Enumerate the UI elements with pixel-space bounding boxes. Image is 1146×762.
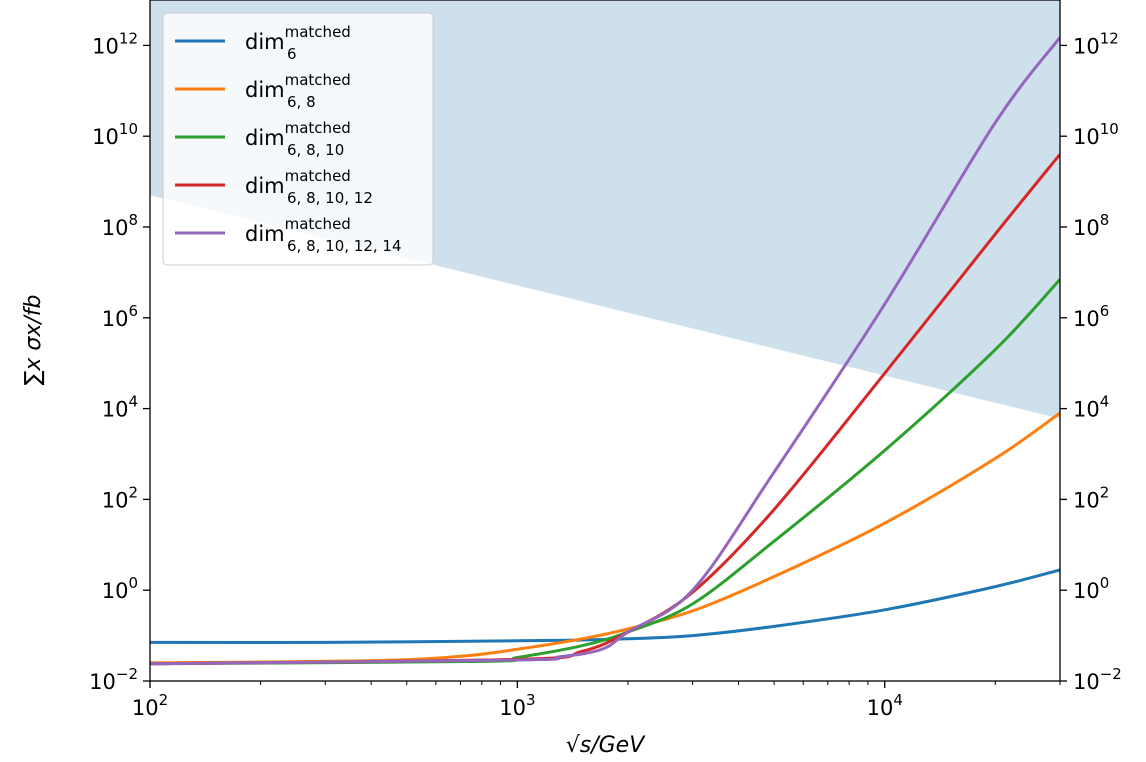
y-tick-label-right-3: 102 [1073,483,1109,512]
y-tick-label-left-1: 10−2 [89,665,138,694]
y-tick-label-left-6: 108 [102,211,138,240]
series-line-2 [150,411,1060,665]
legend-label-3: dimmatched 6, 8, 10 [245,119,351,159]
y-tick-label-left-2: 100 [102,574,138,603]
y-tick-label-left-8: 1012 [92,29,138,58]
y-tick-label-right-7: 1010 [1073,120,1119,149]
legend: dimmatched 6 dimmatched 6, 8 dimmatched 6, 8,… [162,12,434,266]
y-tick-label-left-4: 104 [102,393,138,422]
y-tick-label-right-5: 106 [1073,302,1109,331]
y-tick-label-right-6: 108 [1073,211,1109,240]
x-tick-label-3: 104 [867,691,903,720]
y-tick-label-right-8: 1012 [1073,29,1119,58]
y-tick-label-right-4: 104 [1073,393,1109,422]
y-axis-label: ∑x σx/fb [21,295,46,386]
legend-frame [162,12,434,266]
x-tick-label-1: 102 [132,691,168,720]
series-line-5 [150,36,1060,666]
legend-label-2: dimmatched 6, 8 [245,71,351,111]
legend-label-5: dimmatched 6, 8, 10, 12, 14 [245,215,402,255]
series-line-1 [150,568,1060,644]
legend-label-4: dimmatched 6, 8, 10, 12 [245,167,373,207]
y-tick-label-right-1: 10−2 [1073,665,1122,694]
y-tick-label-left-3: 102 [102,483,138,512]
y-tick-label-left-7: 1010 [92,120,138,149]
x-tick-label-2: 103 [499,691,535,720]
y-tick-label-left-5: 106 [102,302,138,331]
plot-frame [149,0,1061,682]
y-tick-label-right-2: 100 [1073,574,1109,603]
x-axis-label: √s/GeV [566,733,646,758]
legend-label-1: dimmatched 6 [245,23,351,63]
